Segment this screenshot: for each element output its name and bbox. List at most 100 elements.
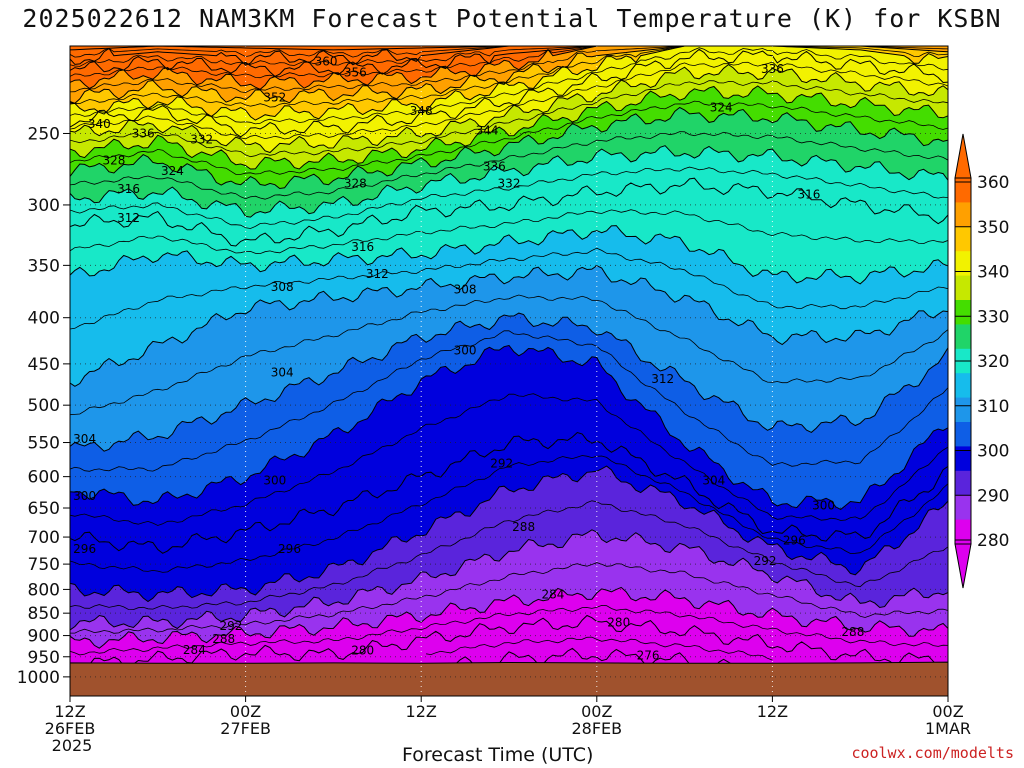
isentrope-316 <box>70 177 948 247</box>
isentrope-352 <box>70 46 948 77</box>
contour-label-324: 324 <box>710 101 733 115</box>
y-tick-label: 450 <box>28 355 60 375</box>
contour-label-336: 336 <box>132 126 155 140</box>
contour-label-324: 324 <box>161 164 184 178</box>
contour-label-308: 308 <box>271 280 294 294</box>
contour-label-308: 308 <box>454 282 477 296</box>
contour-label-300: 300 <box>812 499 835 513</box>
contour-label-304: 304 <box>702 474 725 488</box>
colorbar-label: 310 <box>977 397 1009 417</box>
y-tick-label: 600 <box>28 468 60 488</box>
isentrope-300 <box>70 344 948 510</box>
y-tick-label: 900 <box>28 627 60 647</box>
x-tick-label: 12Z <box>757 702 788 721</box>
contour-label-296: 296 <box>783 533 806 547</box>
x-tick-label: 00Z <box>230 702 261 721</box>
contour-label-316: 316 <box>351 240 374 254</box>
isentrope-336 <box>70 48 948 138</box>
isentrope-330 <box>70 80 948 158</box>
colorbar-segment <box>955 446 971 472</box>
x-tick-label: 00Z <box>932 702 963 721</box>
colorbar-segment <box>955 373 971 399</box>
colorbar-segment <box>955 202 971 228</box>
contour-label-348: 348 <box>410 104 433 118</box>
contour-label-288: 288 <box>512 520 535 534</box>
isentrope-326 <box>70 100 948 175</box>
isentrope-292 <box>70 465 948 603</box>
isentrope-310 <box>70 247 948 330</box>
colorbar-bottom-arrow <box>954 543 972 589</box>
colorbar-label: 300 <box>977 442 1009 462</box>
isentrope-342 <box>70 46 948 108</box>
plot-frame <box>69 45 949 697</box>
contour-label-356: 356 <box>344 66 367 80</box>
contour-label-352: 352 <box>263 90 286 104</box>
x-tick-label: 26FEB <box>45 719 96 738</box>
contour-label-300: 300 <box>454 344 477 358</box>
isentrope-356 <box>70 46 948 66</box>
y-tick-label: 1000 <box>17 668 60 688</box>
contour-label-300: 300 <box>263 474 286 488</box>
site-credit[interactable]: coolwx.com/modelts <box>851 744 1014 762</box>
isentrope-288 <box>70 529 948 631</box>
contour-label-340: 340 <box>88 117 111 131</box>
isentrope-328 <box>70 85 948 170</box>
colorbar-segment <box>955 422 971 447</box>
contour-label-288: 288 <box>212 632 235 646</box>
y-tick-label: 350 <box>28 256 60 276</box>
y-tick-label: 800 <box>28 580 60 600</box>
contour-label-344: 344 <box>476 123 499 137</box>
contour-label-292: 292 <box>220 619 243 633</box>
isentrope-304 <box>70 312 948 452</box>
colorbar: 280 290 300 310 320 330 340 350 360 <box>954 133 1009 589</box>
contour-label-316: 316 <box>117 182 140 196</box>
y-tick-label: 650 <box>28 499 60 519</box>
colorbar-segment <box>955 300 971 325</box>
contour-label-280: 280 <box>607 615 630 629</box>
contour-label-284: 284 <box>541 587 564 601</box>
y-tick-label: 550 <box>28 434 60 454</box>
x-tick-label: 28FEB <box>571 719 622 738</box>
colorbar-segment <box>955 251 971 277</box>
isentrope-318 <box>70 166 948 229</box>
contour-label-300: 300 <box>73 489 96 503</box>
x-tick-label: 1MAR <box>925 719 971 738</box>
colorbar-segment <box>955 178 971 203</box>
y-tick-label: 250 <box>28 124 60 144</box>
contour-label-336: 336 <box>483 160 506 174</box>
isentrope-346 <box>70 46 948 94</box>
isentrope-358 <box>70 46 948 58</box>
isentrope-338 <box>70 47 948 125</box>
contour-label-328: 328 <box>344 176 367 190</box>
x-tick-label: 00Z <box>581 702 612 721</box>
isentrope-280 <box>70 614 948 671</box>
x-tick-label: 2025 <box>52 736 93 755</box>
colorbar-segment <box>955 397 971 423</box>
contour-label-292: 292 <box>754 554 777 568</box>
contour-label-276: 276 <box>637 649 660 663</box>
isentrope-344 <box>70 46 948 104</box>
contour-labels: 360 356 352 348 344 340 336 332 328 324 316 312 328 3… <box>73 54 864 662</box>
isentrope-332 <box>70 63 948 154</box>
y-tick-label: 700 <box>28 528 60 548</box>
isentrope-306 <box>70 294 948 416</box>
contour-lines <box>70 46 948 677</box>
isentrope-340 <box>70 46 948 121</box>
x-tick-label: 12Z <box>406 702 437 721</box>
contour-label-312: 312 <box>366 267 389 281</box>
contour-label-304: 304 <box>271 365 294 379</box>
isentrope-308 <box>70 265 948 387</box>
isentrope-282 <box>70 604 948 656</box>
colorbar-label: 280 <box>977 531 1009 551</box>
y-tick-label: 950 <box>28 648 60 668</box>
x-axis-title: Forecast Time (UTC) <box>402 744 594 766</box>
y-tick-label: 500 <box>28 396 60 416</box>
isentrope-322 <box>70 131 948 200</box>
colorbar-label: 320 <box>977 352 1009 372</box>
y-tick-label: 750 <box>28 555 60 575</box>
isentrope-290 <box>70 500 948 611</box>
isentrope-360 <box>70 46 948 51</box>
colorbar-segment <box>955 495 971 521</box>
x-tick-label: 27FEB <box>220 719 271 738</box>
